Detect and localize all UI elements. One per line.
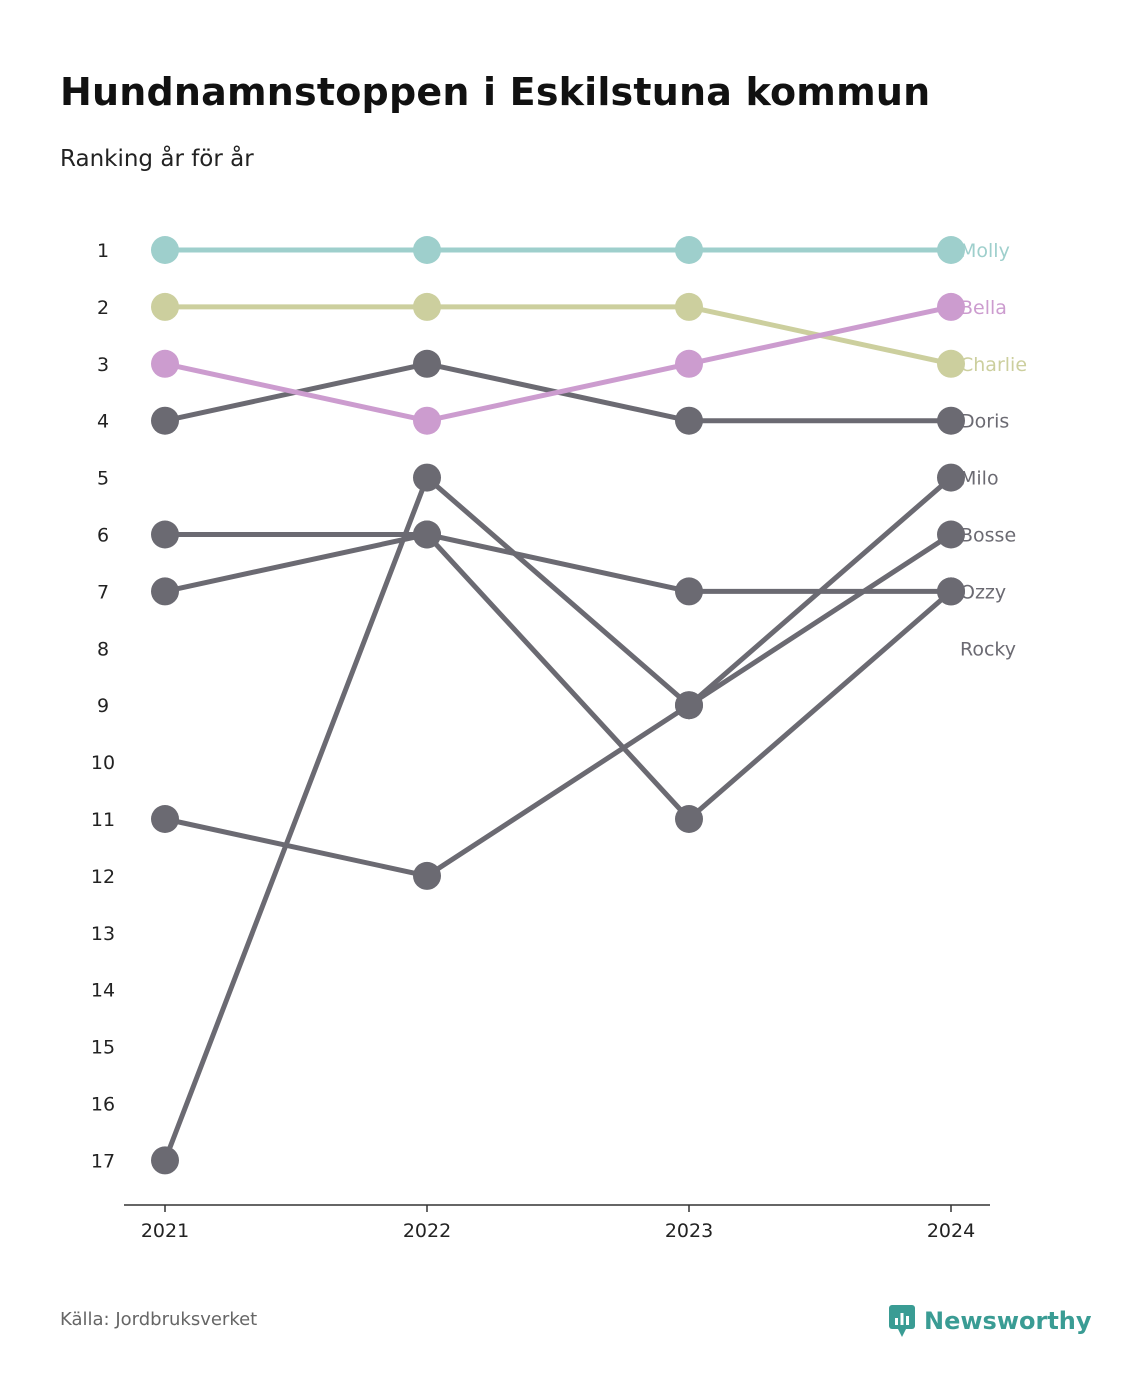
series-point-molly [413,236,441,264]
y-tick-label: 16 [91,1094,115,1116]
chart-title: Hundnamnstoppen i Eskilstuna kommun [60,70,931,114]
series-label-bosse: Bosse [960,525,1016,547]
y-tick-label: 2 [97,297,109,319]
y-tick-label: 1 [97,240,109,262]
series-point-doris [413,349,441,378]
series-point-bella [937,292,965,321]
series-point-molly [675,236,703,264]
series-point-rocky [413,520,441,549]
y-tick-label: 4 [97,411,109,433]
series-point-bosse [937,520,965,549]
series-point-bella [675,349,703,378]
series-label-molly: Molly [960,240,1010,262]
series-point-charlie [413,292,441,321]
series-point-doris [937,406,965,435]
y-tick-label: 12 [91,866,115,888]
series-point-milo [413,861,441,890]
series-point-doris [675,406,703,435]
series-point-rocky [151,577,179,606]
series-label-ozzy: Ozzy [960,581,1006,603]
series-point-milo [937,463,965,492]
series-point-bosse [675,691,703,720]
series-point-charlie [675,292,703,321]
series-point-molly [937,236,965,264]
y-tick-label: 7 [97,581,109,603]
y-tick-label: 10 [91,752,115,774]
series-point-charlie [937,349,965,378]
series-point-bosse [151,1146,179,1175]
x-tick-label: 2024 [927,1220,975,1242]
y-tick-label: 6 [97,525,109,547]
x-axis: 2021 2022 2023 2024 [124,1204,990,1242]
series-point-rocky [675,805,703,833]
newsworthy-logo-icon [889,1305,915,1337]
y-tick-label: 14 [91,980,115,1002]
y-tick-label: 5 [97,468,109,490]
series-point-rocky [937,577,965,606]
y-tick-label: 11 [91,809,115,831]
series-point-molly [151,236,179,264]
series-point-milo [151,805,179,833]
series-points [151,236,965,1175]
y-tick-label: 3 [97,354,109,376]
series-point-ozzy [675,577,703,606]
series-line-rocky [162,532,954,822]
x-tick-label: 2023 [665,1220,713,1242]
y-tick-label: 15 [91,1037,115,1059]
series-line-bella [162,304,954,424]
x-tick-label: 2022 [403,1220,451,1242]
series-lines [162,247,954,1163]
series-label-milo: Milo [960,468,999,490]
y-tick-label: 17 [91,1150,115,1172]
series-point-doris [151,406,179,435]
series-point-bosse [413,463,441,492]
series-label-doris: Doris [960,411,1009,433]
source-note: Källa: Jordbruksverket [60,1309,258,1330]
chart-subtitle: Ranking år för år [60,146,254,172]
y-tick-label: 9 [97,695,109,717]
series-point-bella [413,406,441,435]
series-point-bella [151,349,179,378]
brand-name: Newsworthy [924,1307,1092,1335]
series-end-labels: Molly Bella Charlie Doris Milo Bosse Ozzy Rocky [960,240,1027,660]
series-label-charlie: Charlie [960,354,1027,376]
y-tick-label: 13 [91,923,115,945]
brand-logo: Newsworthy [888,1304,1092,1338]
series-line-ozzy [162,532,954,594]
series-label-rocky: Rocky [960,638,1016,660]
series-label-bella: Bella [960,297,1007,319]
series-line-bosse [162,475,954,1163]
series-point-charlie [151,292,179,321]
series-point-ozzy [151,520,179,549]
x-tick-label: 2021 [141,1220,189,1242]
series-line-charlie [162,304,954,367]
y-tick-label: 8 [97,638,109,660]
